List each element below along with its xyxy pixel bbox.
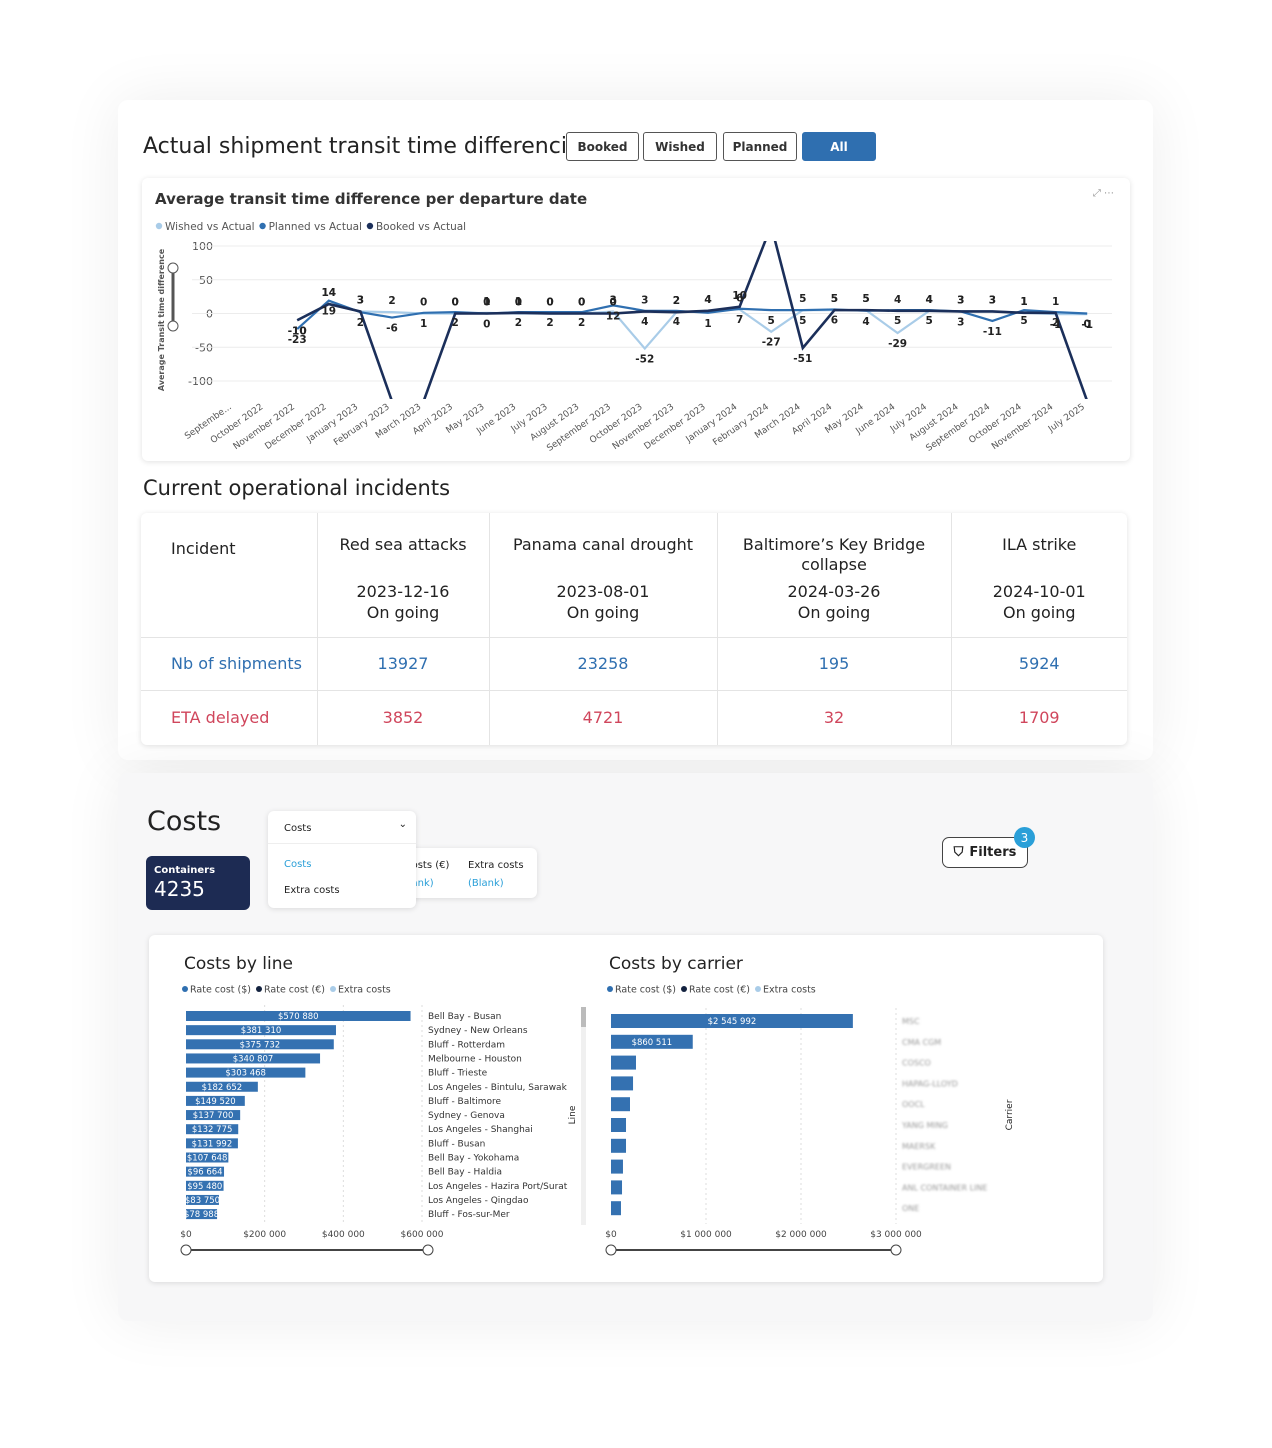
filter-button[interactable]: Booked [566,132,639,161]
cell-value: 23258 [489,637,718,691]
kpi-label: Extra costs [468,860,524,871]
row-label: Nb of shipments [141,637,318,691]
incident-name: ILA strike [1002,535,1077,554]
cell-value: 4721 [489,690,718,745]
header-cell: Incident [141,513,318,638]
incident-name: Baltimore’s Key Bridge collapse [742,535,926,574]
chart-title: Average transit time difference per depa… [155,190,588,208]
dropdown-head[interactable] [268,811,416,844]
incident-name: Panama canal drought [512,535,694,554]
cell-value: 195 [717,637,952,691]
incident-name: Red sea attacks [339,535,467,554]
header-cell: Panama canal drought 2023-08-01 On going [489,513,718,638]
dropdown[interactable]: Costs ⌄ Costs Extra costs [268,811,416,908]
cell-value: 1709 [951,690,1127,745]
incident-table: Incident Red sea attacks 2023-12-16 On goin… [141,513,1127,745]
filters-label: Filters [969,845,1017,860]
dropdown-option[interactable]: Extra costs [284,885,340,896]
card-icons[interactable]: ⤢ ⋯ [1092,188,1114,199]
cell-value: 5924 [951,637,1127,691]
cell-value: 13927 [317,637,490,691]
data-row: ETA delayed 3852 4721 32 1709 [141,690,1127,745]
page-title: Actual shipment transit time differencie… [143,134,592,159]
data-row: Nb of shipments 13927 23258 195 5924 [141,637,1127,691]
incident-status: On going [566,603,640,622]
row-label: ETA delayed [141,690,318,745]
incident-date: 2024-03-26 [787,582,881,601]
incident-date: 2023-08-01 [556,582,650,601]
kpi-card: Containers 4235 [146,856,250,910]
section-title: Costs [147,806,222,837]
dropdown-option[interactable]: Costs [284,859,312,870]
incident-table-card: Incident Red sea attacks 2023-12-16 On goin… [141,513,1127,745]
incident-status: On going [1002,603,1076,622]
incident-date: 2023-12-16 [356,582,450,601]
kpi-value: 4235 [154,877,205,901]
dropdown-selected[interactable]: Costs [284,823,312,834]
section-title: Current operational incidents [143,476,451,500]
filter-button[interactable]: Planned [723,132,797,161]
incident-date: 2024-10-01 [992,582,1086,601]
line-chart-card: Average transit time difference per depa… [142,178,1130,461]
cell-value: 3852 [317,690,490,745]
incident-status: On going [797,603,871,622]
incident-status: On going [366,603,440,622]
cost-charts-card [149,935,1103,1282]
header-cell: Red sea attacks 2023-12-16 On going [317,513,490,638]
header-cell: Baltimore’s Key Bridge collapse 2024-03-2… [717,513,952,638]
filters-badge: 3 [1014,827,1035,848]
filter-button[interactable]: All [802,132,876,161]
header-row: Incident Red sea attacks 2023-12-16 On goin… [141,513,1127,638]
kpi-label: Containers [154,865,216,876]
header-cell: ILA strike 2024-10-01 On going [951,513,1127,638]
cell-value: 32 [717,690,952,745]
kpi-value: (Blank) [468,878,504,889]
filter-button[interactable]: Wished [643,132,717,161]
filters-button[interactable]: ⛉ Filters [942,837,1028,868]
dropdown-caret[interactable]: ⌄ [398,819,407,830]
